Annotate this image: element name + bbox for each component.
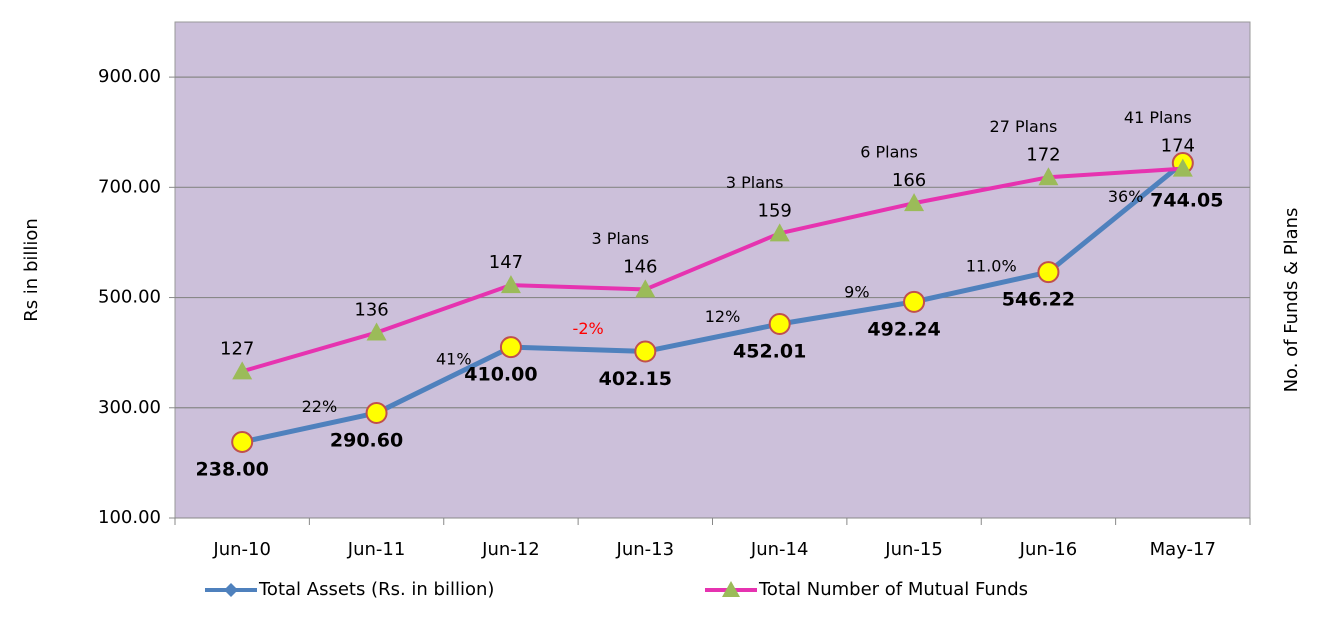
value-label: 174 xyxy=(1161,136,1195,157)
plan-label: 3 Plans xyxy=(591,229,649,248)
value-label: 452.01 xyxy=(733,341,806,363)
growth-label: 12% xyxy=(705,307,741,326)
value-label: 127 xyxy=(220,338,254,359)
growth-label: 22% xyxy=(302,397,338,416)
growth-label: -2% xyxy=(573,319,604,338)
value-label: 410.00 xyxy=(464,364,537,386)
value-label: 402.15 xyxy=(599,368,672,390)
marker xyxy=(1038,167,1059,186)
series-line xyxy=(241,166,1183,374)
value-label: 546.22 xyxy=(1002,289,1075,311)
series-line xyxy=(241,161,1185,445)
growth-label: 36% xyxy=(1108,187,1144,206)
marker xyxy=(1037,261,1060,284)
legend-label: Total Assets (Rs. in billion) xyxy=(258,579,494,600)
marker xyxy=(365,401,388,424)
plan-label: 6 Plans xyxy=(860,143,918,162)
value-label: 238.00 xyxy=(196,458,269,480)
plan-label: 3 Plans xyxy=(726,173,784,192)
value-label: 146 xyxy=(623,256,657,277)
plot-area xyxy=(174,21,1251,519)
x-tick-label: May-17 xyxy=(1150,539,1216,560)
growth-label: 9% xyxy=(844,282,869,301)
x-tick-label: Jun-12 xyxy=(481,539,540,560)
y-axis-title: Rs in billion xyxy=(21,218,42,322)
marker xyxy=(904,193,925,212)
x-tick-label: Jun-15 xyxy=(884,539,943,560)
plan-label: 41 Plans xyxy=(1124,108,1192,127)
marker xyxy=(366,322,387,341)
marker xyxy=(635,279,656,298)
x-tick-label: Jun-14 xyxy=(750,539,809,560)
growth-label: 11.0% xyxy=(966,256,1017,275)
legend-marker xyxy=(722,581,740,597)
x-tick-label: Jun-16 xyxy=(1019,539,1078,560)
value-label: 172 xyxy=(1026,144,1060,165)
plan-label: 27 Plans xyxy=(990,117,1058,136)
y2-axis-title: No. of Funds & Plans xyxy=(1281,208,1302,393)
value-label: 744.05 xyxy=(1150,190,1223,212)
y-tick-label: 700.00 xyxy=(98,176,161,197)
value-label: 159 xyxy=(758,200,792,221)
value-label: 492.24 xyxy=(867,318,940,340)
y-tick-label: 100.00 xyxy=(98,507,161,528)
marker xyxy=(1172,158,1193,177)
marker xyxy=(634,340,657,363)
x-tick-label: Jun-11 xyxy=(347,539,406,560)
marker xyxy=(903,290,926,313)
marker xyxy=(768,313,791,336)
value-label: 136 xyxy=(354,300,388,321)
marker xyxy=(231,430,254,453)
value-label: 166 xyxy=(892,170,926,191)
marker xyxy=(500,275,521,294)
legend-marker xyxy=(224,583,238,597)
y-tick-label: 500.00 xyxy=(98,287,161,308)
marker xyxy=(499,336,522,359)
value-label: 147 xyxy=(489,252,523,273)
value-label: 290.60 xyxy=(330,429,403,451)
growth-label: 41% xyxy=(436,350,472,369)
y-tick-label: 300.00 xyxy=(98,397,161,418)
y-tick-label: 900.00 xyxy=(98,66,161,87)
x-tick-label: Jun-13 xyxy=(616,539,675,560)
marker xyxy=(769,223,790,242)
legend-label: Total Number of Mutual Funds xyxy=(758,579,1028,600)
marker xyxy=(232,361,253,380)
x-tick-label: Jun-10 xyxy=(212,539,271,560)
